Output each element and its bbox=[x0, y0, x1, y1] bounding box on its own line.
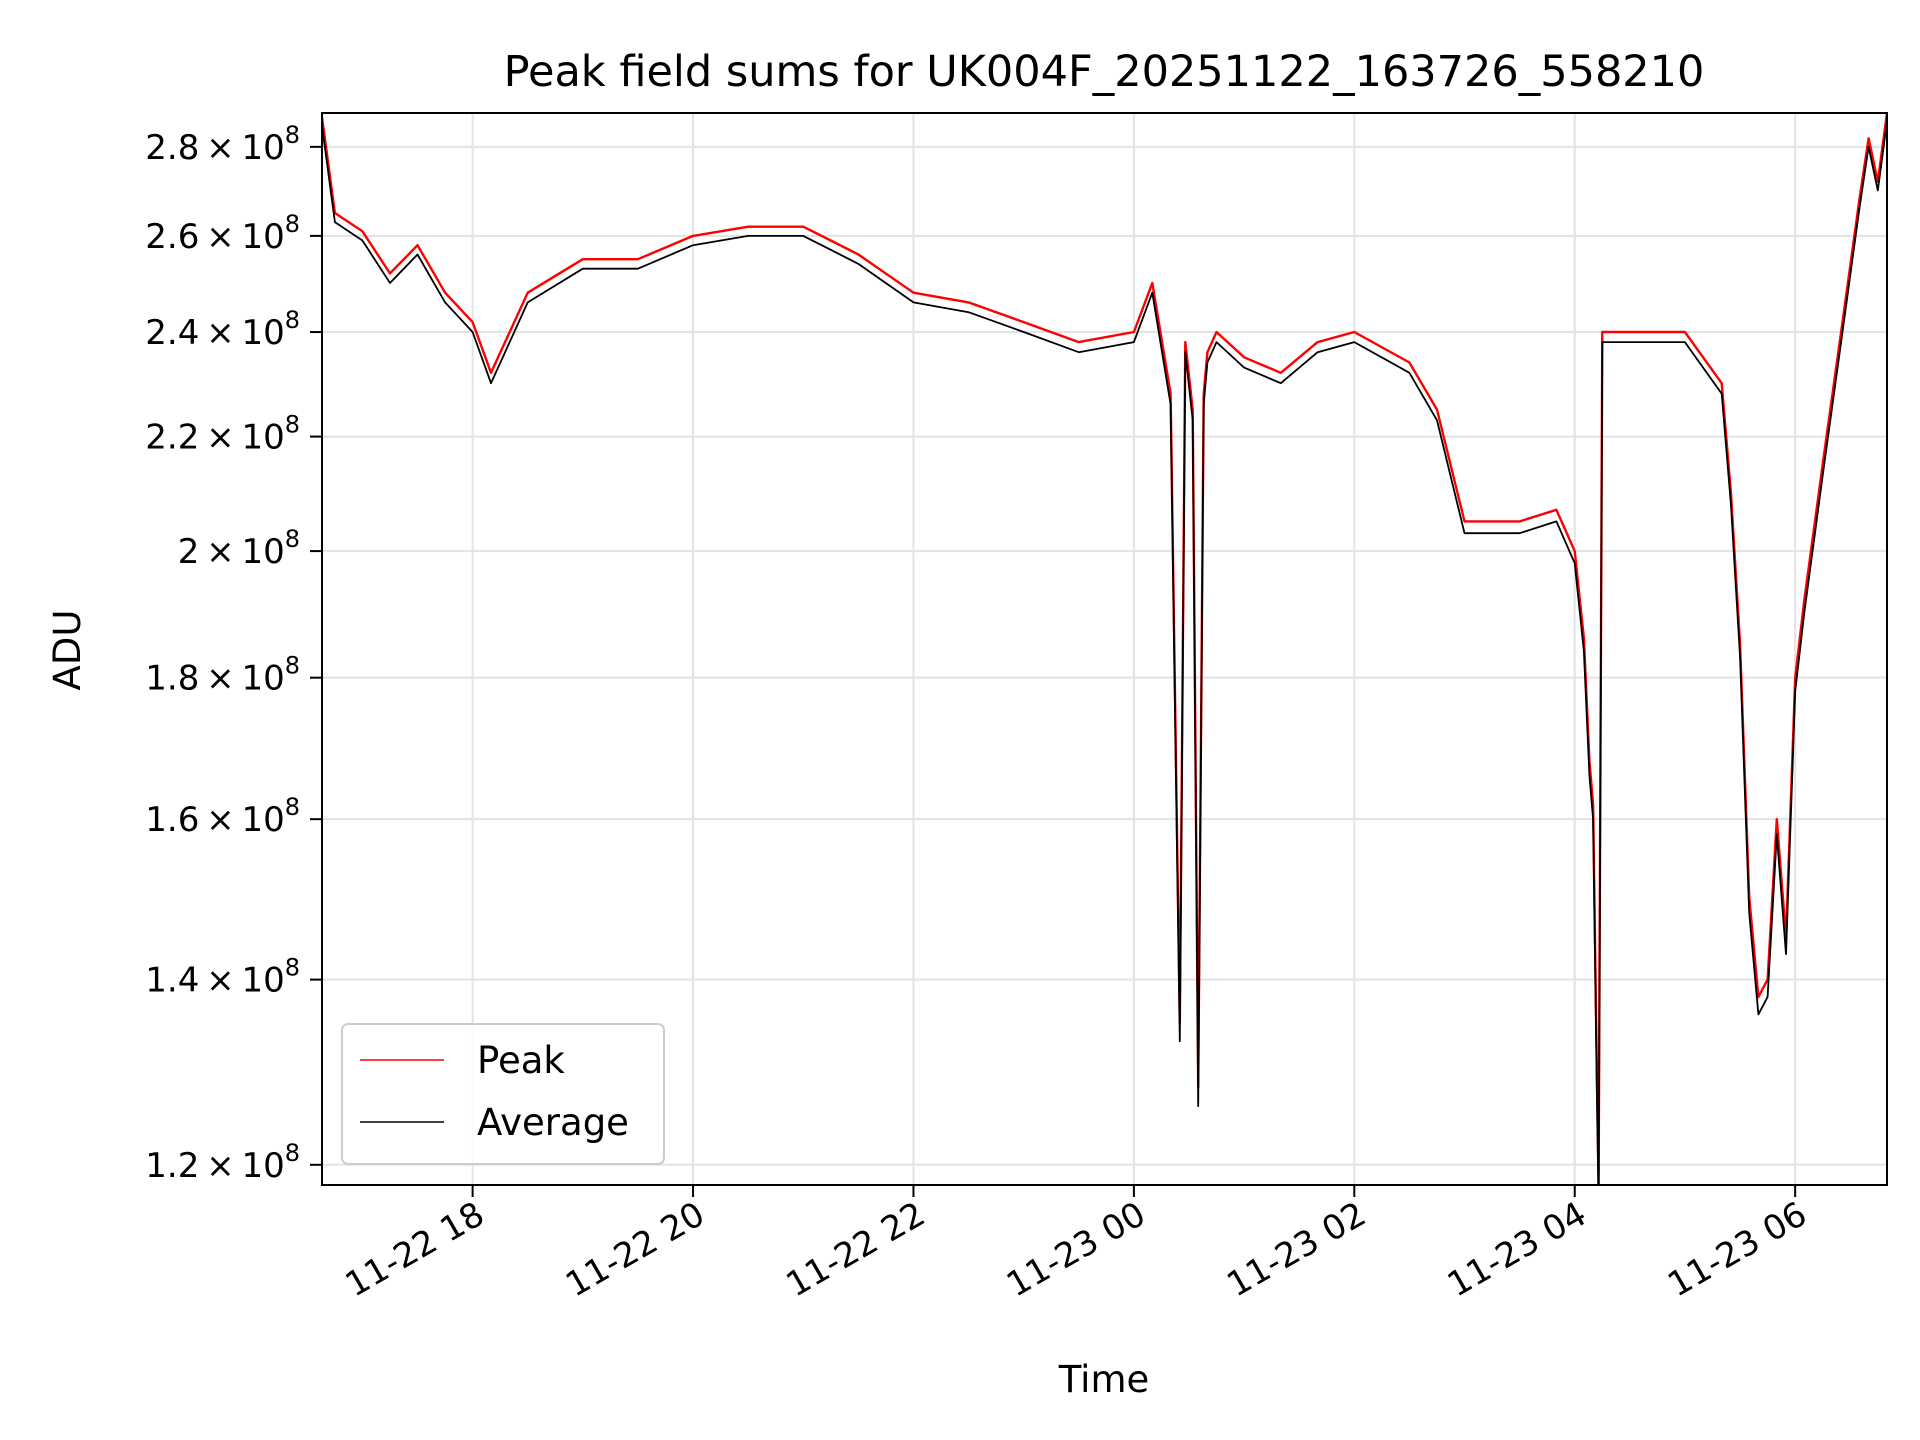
y-tick-times: × 10 bbox=[199, 659, 284, 699]
plot-frame bbox=[321, 112, 1888, 1186]
y-tick-label: 2 × 108 bbox=[178, 525, 300, 572]
legend-label-peak: Peak bbox=[477, 1039, 565, 1082]
y-tick-mantissa: 2 bbox=[178, 532, 200, 572]
y-tick-times: × 10 bbox=[199, 128, 284, 168]
y-tick-times: × 10 bbox=[199, 217, 284, 257]
y-tick-mantissa: 1.8 bbox=[145, 659, 199, 699]
y-tick-label: 2.2 × 108 bbox=[145, 411, 300, 458]
y-tick-label: 2.4 × 108 bbox=[145, 306, 300, 353]
y-tick-exponent: 8 bbox=[285, 1139, 300, 1167]
y-tick-times: × 10 bbox=[199, 313, 284, 353]
y-tick-times: × 10 bbox=[199, 418, 284, 458]
y-tick-mantissa: 1.4 bbox=[145, 961, 199, 1001]
y-axis-label: ADU bbox=[46, 610, 89, 691]
y-tick-mantissa: 1.2 bbox=[145, 1146, 199, 1186]
y-tick-label: 1.6 × 108 bbox=[145, 793, 300, 840]
y-tick-label: 1.4 × 108 bbox=[145, 954, 300, 1001]
legend-label-average: Average bbox=[477, 1101, 629, 1144]
y-tick-exponent: 8 bbox=[285, 525, 300, 553]
y-tick-mantissa: 2.6 bbox=[145, 217, 199, 257]
y-tick-exponent: 8 bbox=[285, 411, 300, 439]
y-tick-times: × 10 bbox=[199, 961, 284, 1001]
chart-title: Peak field sums for UK004F_20251122_1637… bbox=[504, 47, 1705, 97]
x-axis-label: Time bbox=[1058, 1358, 1150, 1401]
y-tick-exponent: 8 bbox=[285, 210, 300, 238]
y-tick-label: 1.8 × 108 bbox=[145, 652, 300, 699]
plot-area bbox=[322, 113, 1887, 1185]
legend: Peak Average bbox=[341, 1023, 665, 1165]
y-tick-label: 2.6 × 108 bbox=[145, 210, 300, 257]
y-tick-mantissa: 2.2 bbox=[145, 418, 199, 458]
y-tick-exponent: 8 bbox=[285, 954, 300, 982]
y-tick-times: × 10 bbox=[199, 800, 284, 840]
y-tick-mantissa: 2.4 bbox=[145, 313, 199, 353]
series-line-average bbox=[322, 121, 1887, 1185]
y-tick-label: 1.2 × 108 bbox=[145, 1139, 300, 1186]
y-tick-times: × 10 bbox=[199, 1146, 284, 1186]
y-tick-exponent: 8 bbox=[285, 793, 300, 821]
y-tick-mantissa: 1.6 bbox=[145, 800, 199, 840]
y-tick-mantissa: 2.8 bbox=[145, 128, 199, 168]
series-line-peak bbox=[322, 113, 1887, 1185]
y-tick-label: 2.8 × 108 bbox=[145, 121, 300, 168]
legend-box bbox=[341, 1023, 665, 1165]
y-tick-exponent: 8 bbox=[285, 121, 300, 149]
y-tick-exponent: 8 bbox=[285, 652, 300, 680]
y-tick-times: × 10 bbox=[199, 532, 284, 572]
y-tick-exponent: 8 bbox=[285, 306, 300, 334]
